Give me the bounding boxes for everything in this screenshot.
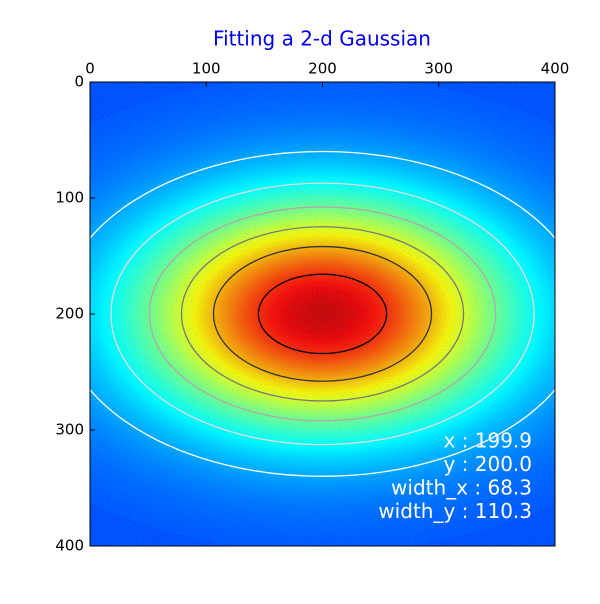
y-tick-label: 0 [74,73,84,91]
fit-annotation: y : 200.0 [443,452,532,476]
x-tick-label: 300 [424,60,453,78]
y-tick-label: 300 [55,421,84,439]
y-tick-label: 100 [55,189,84,207]
contour [212,245,433,382]
contour [90,150,555,477]
contour [110,182,535,446]
x-tick-label: 200 [308,60,337,78]
y-tick-label: 400 [55,537,84,555]
fit-annotation: width_y : 110.3 [378,499,532,523]
contour [148,206,497,422]
x-tick-label: 100 [192,60,221,78]
x-tick-label: 0 [85,60,95,78]
contour [257,273,388,355]
fit-annotation: x : 199.9 [443,429,532,453]
y-tick-label: 200 [55,305,84,323]
image-noise [90,82,555,546]
contour [180,226,465,402]
fit-annotation: width_x : 68.3 [391,476,532,500]
x-tick-label: 400 [541,60,570,78]
chart-title: Fitting a 2-d Gaussian [213,27,431,51]
